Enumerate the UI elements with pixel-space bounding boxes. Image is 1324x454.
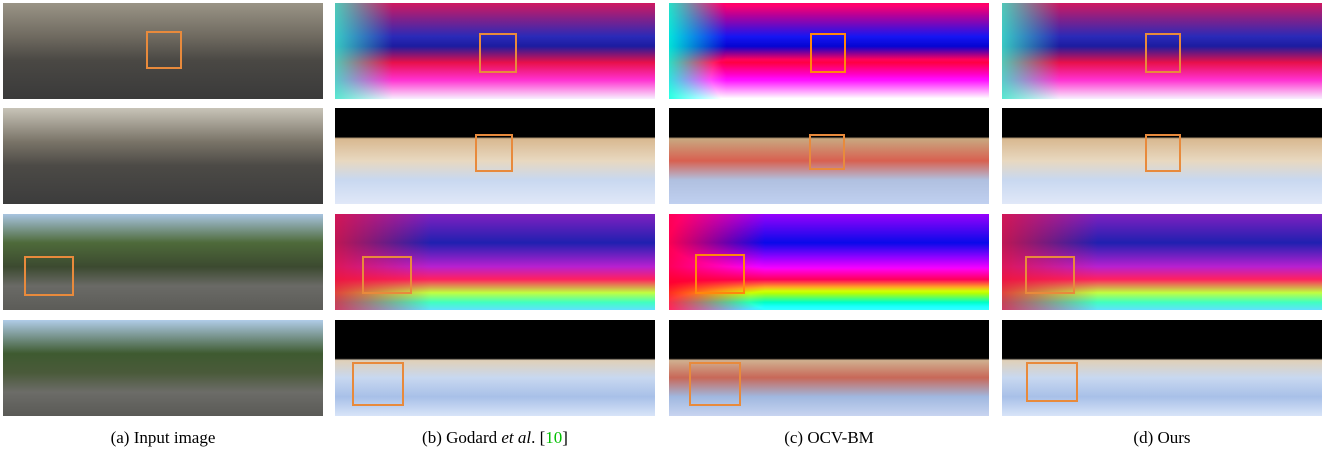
- caption: (c) OCV-BM: [669, 428, 989, 448]
- caption-text: . [: [531, 428, 546, 447]
- input-image: [3, 320, 323, 416]
- disparity-map: [1002, 214, 1322, 310]
- citation-link[interactable]: 10: [545, 428, 563, 447]
- highlight-box: [689, 362, 741, 406]
- highlight-box: [1145, 134, 1181, 172]
- highlight-box: [695, 254, 745, 294]
- caption-text: ]: [562, 428, 568, 447]
- caption-text: (a) Input image: [110, 428, 216, 447]
- input-image: [3, 3, 323, 99]
- caption-text: (d) Ours: [1133, 428, 1191, 447]
- highlight-box: [1145, 33, 1181, 73]
- caption-text: (c) OCV-BM: [784, 428, 874, 447]
- disparity-map: [1002, 3, 1322, 99]
- disparity-map: [669, 3, 989, 99]
- highlight-box: [475, 134, 513, 172]
- error-map: [1002, 320, 1322, 416]
- caption-italic: et al: [501, 428, 532, 447]
- highlight-box: [146, 31, 182, 69]
- error-map: [335, 108, 655, 204]
- caption: (b) Godard et al. [10]: [335, 428, 655, 448]
- error-map: [335, 320, 655, 416]
- error-map: [1002, 108, 1322, 204]
- error-map: [669, 108, 989, 204]
- input-image: [3, 214, 323, 310]
- disparity-map: [335, 214, 655, 310]
- highlight-box: [810, 33, 846, 73]
- disparity-map: [335, 3, 655, 99]
- highlight-box: [1026, 362, 1078, 402]
- highlight-box: [352, 362, 404, 406]
- caption-text: (b) Godard: [422, 428, 502, 447]
- error-map: [669, 320, 989, 416]
- disparity-map: [669, 214, 989, 310]
- highlight-box: [479, 33, 517, 73]
- highlight-box: [24, 256, 74, 296]
- caption: (a) Input image: [3, 428, 323, 448]
- highlight-box: [362, 256, 412, 294]
- highlight-box: [809, 134, 845, 170]
- caption: (d) Ours: [1002, 428, 1322, 448]
- highlight-box: [1025, 256, 1075, 294]
- input-image: [3, 108, 323, 204]
